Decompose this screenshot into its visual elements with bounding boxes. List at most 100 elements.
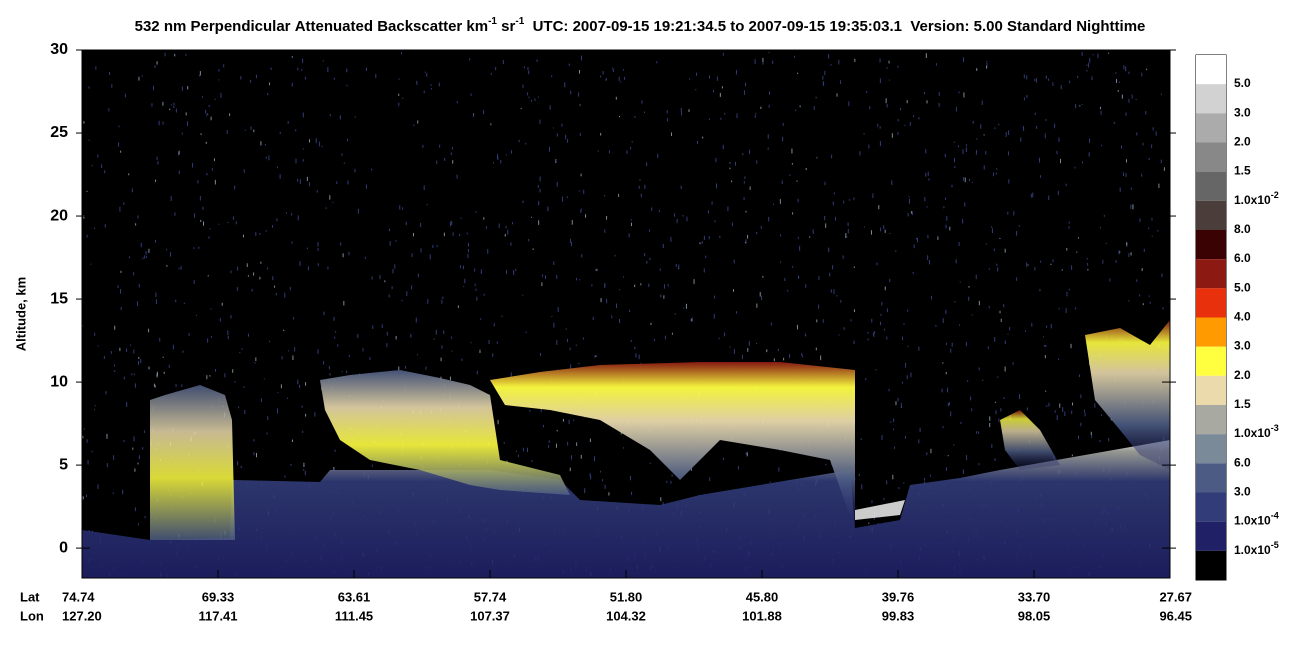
noise-dot <box>272 276 274 281</box>
noise-dot <box>297 379 299 385</box>
curtain-features <box>82 320 1170 578</box>
noise-dot <box>451 350 453 352</box>
noise-dot <box>995 410 997 415</box>
noise-dot <box>942 426 944 429</box>
noise-dot <box>247 275 249 277</box>
noise-dot <box>993 172 995 177</box>
noise-dot <box>809 236 811 238</box>
noise-dot <box>883 225 885 229</box>
noise-dot <box>1004 248 1006 253</box>
noise-dot <box>980 124 982 129</box>
noise-dot <box>1141 173 1143 177</box>
noise-dot <box>340 242 342 246</box>
noise-dot <box>640 283 642 286</box>
noise-dot <box>304 471 306 476</box>
noise-dot <box>244 129 246 131</box>
noise-dot <box>476 370 478 375</box>
noise-dot <box>569 238 571 244</box>
noise-dot <box>515 450 517 452</box>
noise-dot <box>180 266 182 270</box>
noise-dot <box>1007 151 1009 156</box>
noise-dot <box>130 344 132 346</box>
noise-dot <box>348 354 350 357</box>
noise-dot <box>321 145 323 148</box>
noise-dot <box>1056 415 1058 420</box>
noise-dot <box>1143 248 1145 252</box>
noise-dot <box>744 176 746 179</box>
noise-dot <box>442 296 444 299</box>
noise-dot <box>323 360 325 365</box>
noise-dot <box>571 220 573 225</box>
noise-dot <box>411 253 413 258</box>
noise-dot <box>1044 355 1046 359</box>
noise-dot <box>678 264 680 269</box>
noise-dot <box>719 92 721 97</box>
noise-dot <box>624 76 626 80</box>
noise-dot <box>833 289 835 294</box>
noise-dot <box>565 328 567 330</box>
noise-dot <box>1100 110 1102 115</box>
noise-dot <box>962 218 964 224</box>
noise-dot <box>871 318 873 323</box>
noise-dot <box>620 81 622 83</box>
noise-dot <box>853 197 855 200</box>
noise-dot <box>1146 68 1148 71</box>
colorbar-label: 3.0 <box>1234 485 1251 499</box>
noise-dot <box>123 202 125 205</box>
noise-dot <box>227 222 229 224</box>
noise-dot <box>1003 304 1005 308</box>
lon-label: 104.32 <box>606 608 646 623</box>
noise-dot <box>518 139 520 143</box>
noise-dot <box>891 133 893 138</box>
noise-dot <box>513 270 515 275</box>
noise-dot <box>556 181 558 187</box>
noise-dot <box>131 188 133 193</box>
noise-dot <box>302 430 304 433</box>
lon-label: 99.83 <box>882 608 915 623</box>
noise-dot <box>142 257 144 260</box>
noise-dot <box>490 123 492 126</box>
noise-dot <box>341 153 343 156</box>
noise-dot <box>214 179 216 185</box>
noise-dot <box>379 274 381 280</box>
noise-dot <box>467 242 469 247</box>
noise-dot <box>745 239 747 244</box>
noise-dot <box>264 143 266 146</box>
noise-dot <box>733 289 735 292</box>
noise-dot <box>1160 159 1162 164</box>
noise-dot <box>594 456 596 462</box>
noise-dot <box>688 109 690 113</box>
noise-dot <box>540 407 542 413</box>
noise-dot <box>861 484 863 490</box>
noise-dot <box>965 144 967 147</box>
noise-dot <box>86 439 88 443</box>
noise-dot <box>937 236 939 240</box>
noise-dot <box>271 225 273 228</box>
colorbar-swatch <box>1196 259 1226 289</box>
noise-dot <box>805 168 807 171</box>
noise-dot <box>713 313 715 319</box>
noise-dot <box>293 317 295 320</box>
noise-dot <box>904 124 906 126</box>
noise-dot <box>493 323 495 327</box>
noise-dot <box>869 106 871 110</box>
noise-dot <box>235 221 237 225</box>
noise-dot <box>985 243 987 245</box>
noise-dot <box>824 70 826 76</box>
noise-dot <box>881 302 883 306</box>
noise-dot <box>193 279 195 284</box>
noise-dot <box>417 273 419 278</box>
noise-dot <box>1023 74 1025 79</box>
noise-dot <box>910 211 912 214</box>
noise-dot <box>998 418 1000 423</box>
colorbar-label-text: 1.0x10 <box>1234 426 1271 440</box>
colorbar-swatch <box>1196 492 1226 522</box>
colorbar-label: 8.0 <box>1234 222 1251 236</box>
noise-dot <box>913 244 915 249</box>
noise-dot <box>260 398 262 403</box>
noise-dot <box>863 133 865 135</box>
noise-dot <box>873 333 875 337</box>
noise-dot <box>1139 294 1141 297</box>
noise-dot <box>611 315 613 319</box>
noise-dot <box>505 226 507 229</box>
